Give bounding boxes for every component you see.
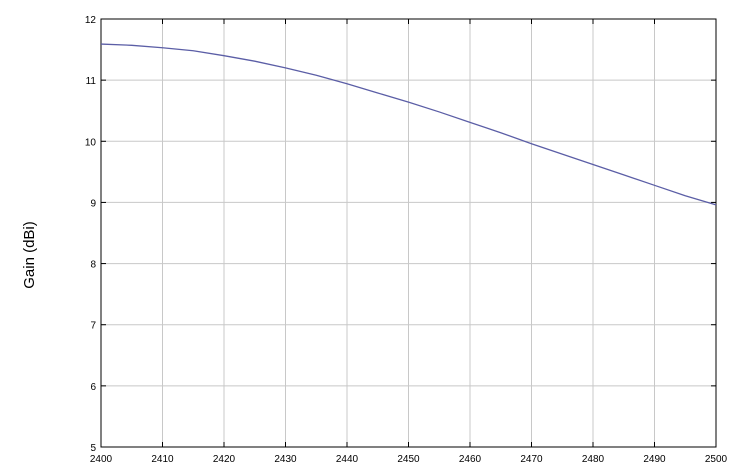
y-tick-label: 12 (85, 15, 97, 26)
series-layer (100, 43, 717, 206)
x-tick-label: 2440 (336, 454, 359, 465)
y-tick-label: 10 (85, 137, 97, 148)
x-tick-label: 2460 (459, 454, 482, 465)
series-line-0 (100, 43, 717, 206)
x-tick-label: 2470 (520, 454, 543, 465)
x-tick-label: 2450 (397, 454, 420, 465)
x-tick-label: 2500 (705, 454, 728, 465)
y-tick-label: 8 (90, 260, 96, 271)
x-tick-label: 2420 (213, 454, 236, 465)
x-tick-label: 2410 (151, 454, 174, 465)
x-axis-tick-labels: 2400 2410 2420 2430 2440 2450 2460 2470 2480 2490… (90, 454, 728, 465)
y-tick-label: 9 (90, 198, 96, 209)
x-tick-label: 2490 (643, 454, 666, 465)
y-tick-label: 5 (90, 443, 96, 454)
y-tick-label: 6 (90, 382, 96, 393)
grid-lines (100, 18, 717, 448)
plot-area-frame (100, 18, 717, 448)
y-tick-label: 7 (90, 321, 96, 332)
y-tick-label: 11 (86, 76, 97, 87)
x-tick-label: 2400 (90, 454, 113, 465)
y-axis-title: Gain (dBi) (21, 221, 38, 289)
y-axis-tick-labels: 5 6 7 8 9 10 11 12 (85, 15, 97, 454)
x-tick-label: 2430 (274, 454, 297, 465)
x-tick-label: 2480 (582, 454, 605, 465)
